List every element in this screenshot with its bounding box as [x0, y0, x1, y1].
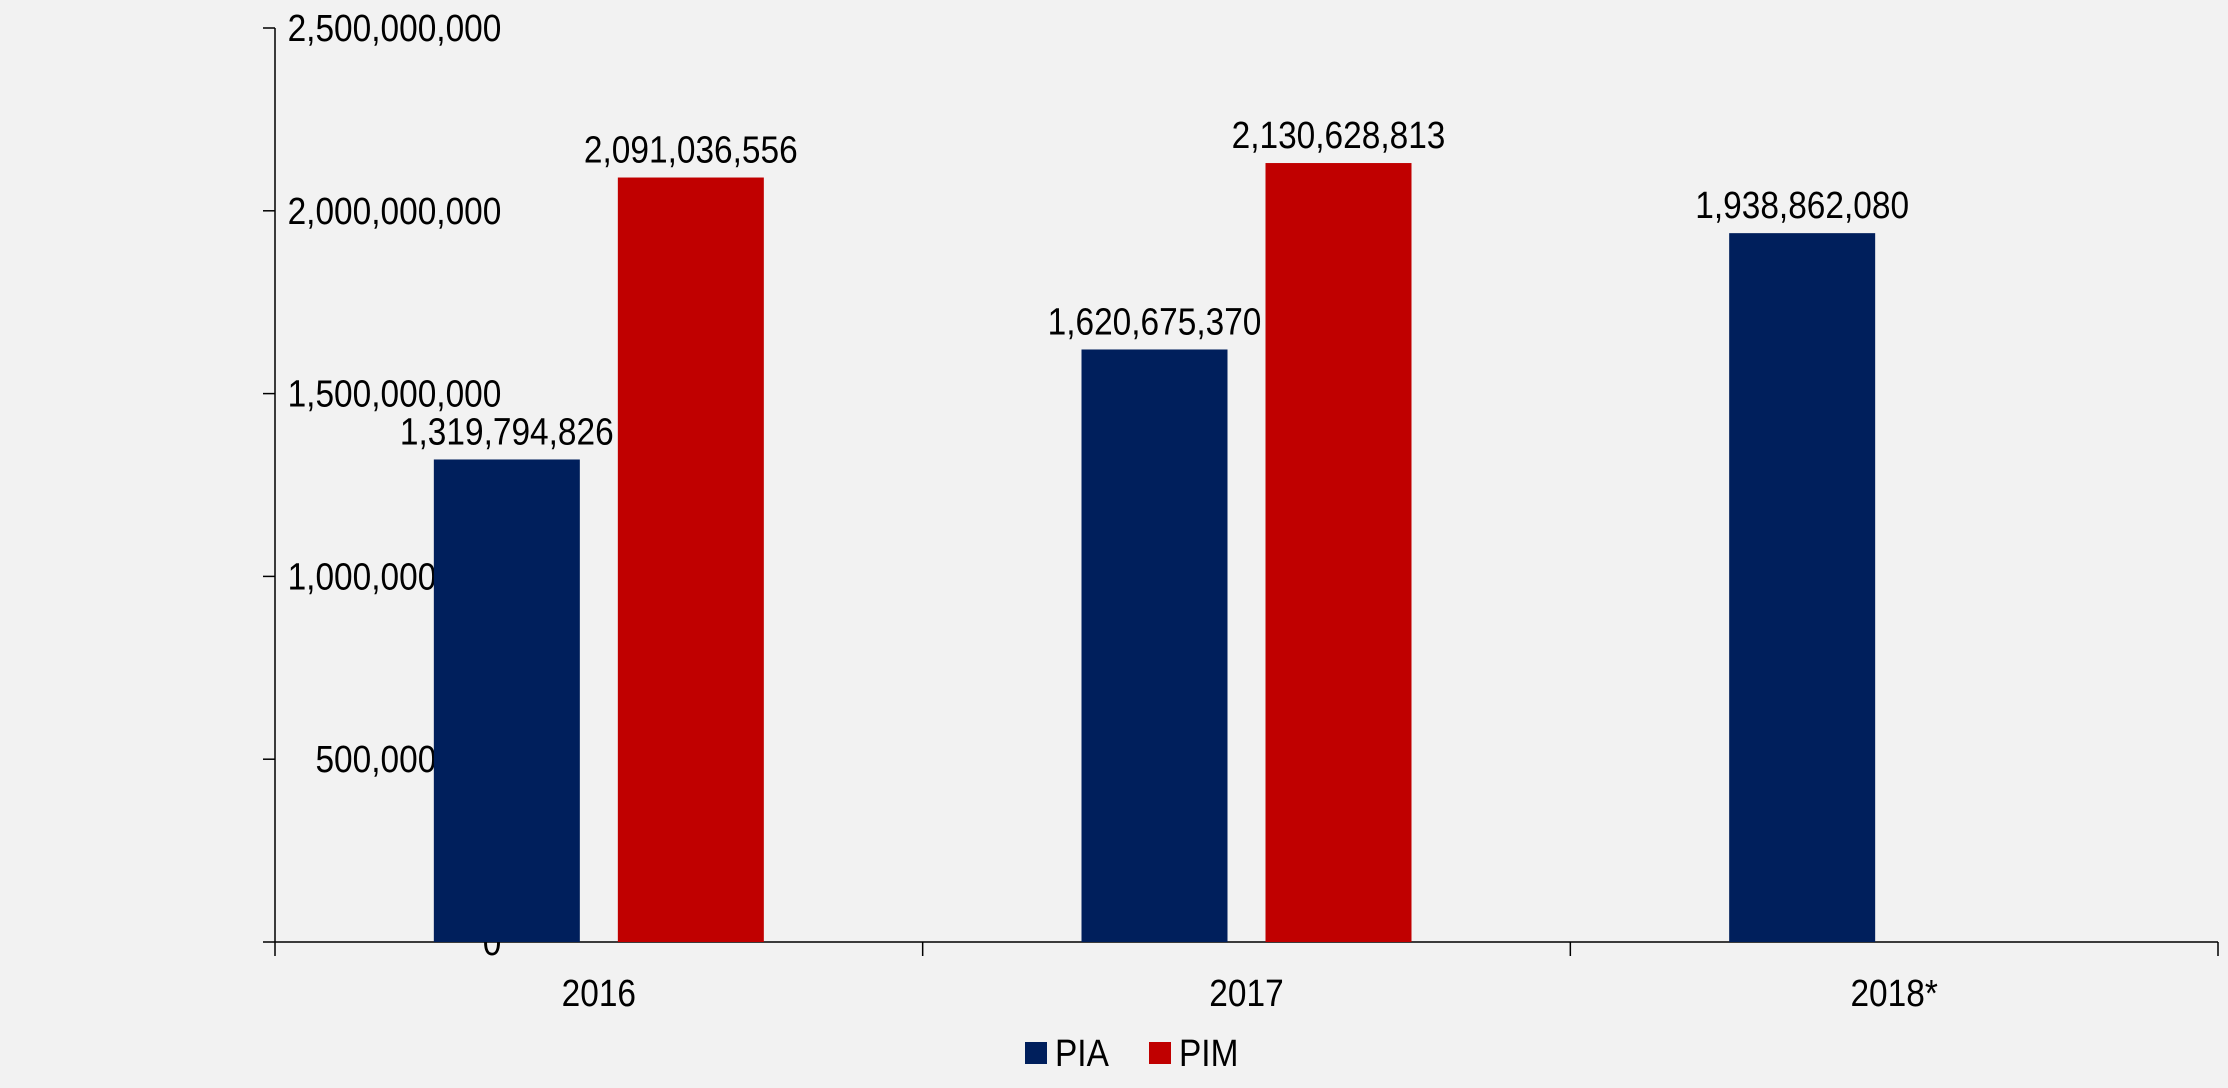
x-category-label: 2017	[1209, 972, 1283, 1014]
data-label: 1,620,675,370	[1048, 301, 1262, 343]
x-axis: 2016 2017 2018*	[274, 941, 2219, 1014]
data-label: 1,938,862,080	[1695, 184, 1909, 226]
bar-pia-2016	[433, 459, 580, 942]
data-label: 1,319,794,826	[400, 411, 614, 453]
y-tick-label: 1,500,000,000	[288, 373, 502, 415]
bar-pia-2017	[1081, 349, 1228, 942]
data-label: 2,130,628,813	[1232, 114, 1446, 156]
legend-label-pia: PIA	[1055, 1032, 1109, 1074]
legend-swatch-pim	[1149, 1042, 1171, 1064]
data-labels: 1,319,794,826 1,620,675,370 1,938,862,080 2…	[400, 114, 1909, 453]
data-label: 2,091,036,556	[584, 129, 798, 171]
bar-pim-2017	[1265, 163, 1412, 942]
bar-pia-2018	[1729, 233, 1876, 942]
x-category-label: 2018*	[1850, 972, 1937, 1014]
bars	[433, 163, 1876, 942]
legend: PIA PIM	[1025, 1032, 1238, 1074]
y-tick-label: 2,500,000,000	[288, 7, 502, 49]
legend-swatch-pia	[1025, 1042, 1047, 1064]
legend-label-pim: PIM	[1179, 1032, 1238, 1074]
x-category-label: 2016	[562, 972, 636, 1014]
bar-pim-2016	[617, 177, 764, 942]
y-tick-label: 2,000,000,000	[288, 190, 502, 232]
